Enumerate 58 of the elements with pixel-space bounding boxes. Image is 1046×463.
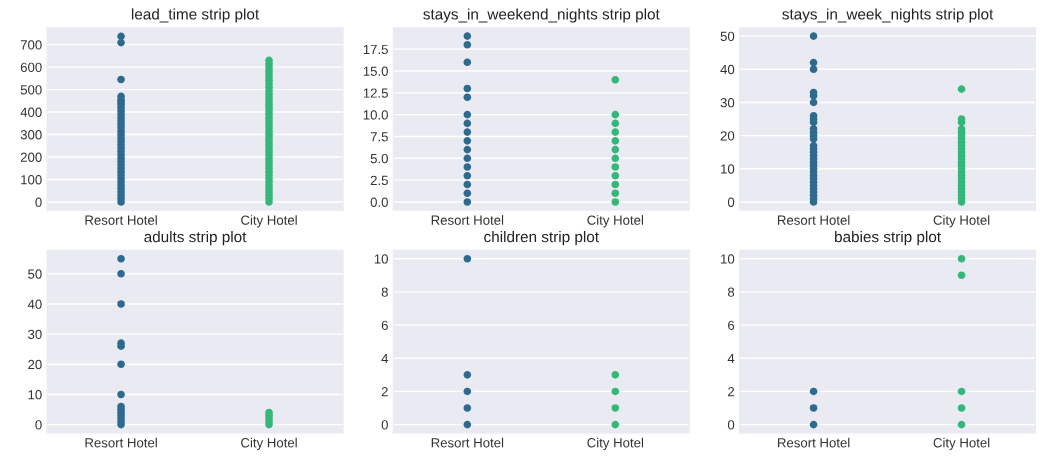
x-tick-label: Resort Hotel <box>778 215 850 225</box>
y-tick-label: 50 <box>720 31 735 41</box>
x-tick-label: Resort Hotel <box>85 437 157 448</box>
y-tick-label: 8 <box>727 287 735 297</box>
y-tick-label: 30 <box>28 329 42 340</box>
y-tick-label: 10.0 <box>363 110 388 120</box>
y-tick-label: 30 <box>720 98 735 108</box>
y-tick-label: 6 <box>728 320 735 330</box>
y-tick-label: 20 <box>28 359 42 370</box>
y-tick-label: 50 <box>28 269 42 279</box>
y-tick-label: 5.0 <box>370 153 388 164</box>
y-tick-label: 600 <box>20 62 42 73</box>
x-tick-label: Resort Hotel <box>85 215 157 225</box>
x-tick-label: City Hotel <box>241 215 297 228</box>
y-tick-label: 0 <box>35 197 42 207</box>
y-tick-label: 10 <box>721 254 735 264</box>
y-tick-label: 20 <box>720 131 735 141</box>
y-tick-label: 17.5 <box>363 44 388 55</box>
y-tick-label: 2 <box>381 387 388 397</box>
x-tick-label: Resort Hotel <box>778 437 850 448</box>
y-tick-label: 6 <box>381 320 388 330</box>
y-tick-label: 2 <box>728 387 735 397</box>
y-tick-label: 300 <box>20 130 42 140</box>
y-tick-label: 40 <box>27 299 42 309</box>
y-tick-label: 700 <box>20 40 42 50</box>
y-tick-label: 4 <box>381 353 389 364</box>
x-tick-label: City Hotel <box>933 437 990 451</box>
y-tick-label: 15.0 <box>363 66 388 76</box>
y-tick-label: 0 <box>381 420 388 430</box>
y-tick-label: 10 <box>374 254 388 264</box>
y-tick-label: 0 <box>35 420 42 430</box>
x-tick-label: City Hotel <box>587 437 644 451</box>
y-tick-label: 7.5 <box>370 132 388 142</box>
y-tick-label: 2.5 <box>370 175 388 186</box>
y-tick-label: 10 <box>721 164 735 174</box>
y-tick-label: 400 <box>20 107 42 117</box>
y-tick-label: 10 <box>28 390 42 400</box>
chart-title: lead_time strip plot <box>131 8 260 23</box>
chart-title: stays_in_weekend_nights strip plot <box>423 8 660 23</box>
x-tick-label: Resort Hotel <box>431 437 504 448</box>
chart-title: adults strip plot <box>144 231 247 246</box>
chart-title: stays_in_week_nights strip plot <box>782 8 994 23</box>
x-tick-label: City Hotel <box>587 215 644 228</box>
x-tick-label: Resort Hotel <box>431 215 504 225</box>
y-tick-label: 0.0 <box>370 197 388 207</box>
chart-title: children strip plot <box>484 231 599 246</box>
y-tick-label: 200 <box>20 152 42 162</box>
y-tick-label: 0 <box>727 197 735 207</box>
y-tick-label: 500 <box>20 85 42 95</box>
x-tick-label: City Hotel <box>933 215 990 228</box>
x-tick-label: City Hotel <box>241 437 297 451</box>
y-tick-label: 4 <box>727 353 735 364</box>
y-tick-label: 40 <box>720 64 735 75</box>
chart-title: babies strip plot <box>835 231 941 246</box>
y-tick-label: 100 <box>21 175 42 185</box>
y-tick-label: 0 <box>727 420 735 430</box>
y-tick-label: 8 <box>381 287 388 297</box>
y-tick-label: 12.5 <box>363 88 388 98</box>
